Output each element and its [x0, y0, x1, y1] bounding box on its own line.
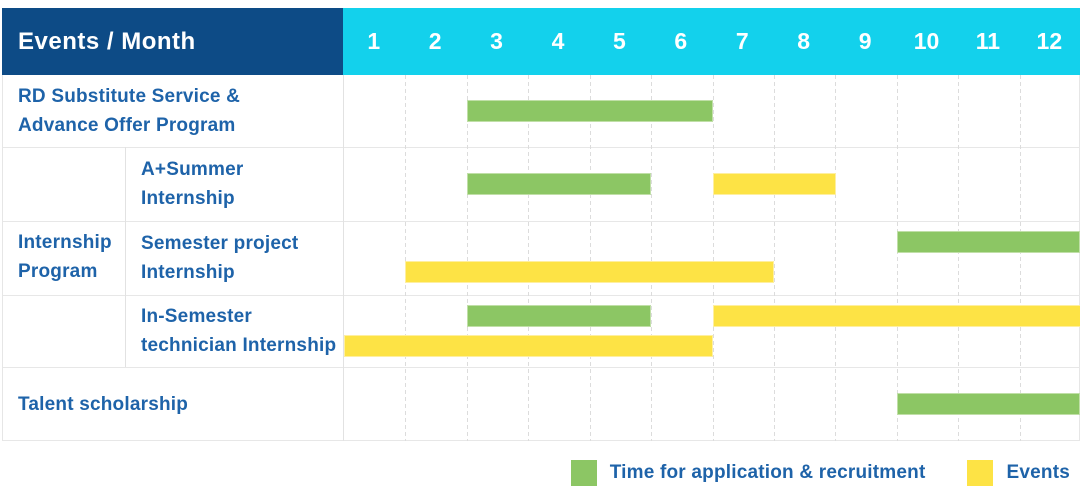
row-label-line: A+Summer	[141, 159, 244, 180]
row-label-line: RD Substitute Service &	[18, 86, 241, 107]
month-header-5: 5	[613, 28, 626, 54]
legend-item-event: Events	[967, 460, 1070, 486]
month-gridline	[897, 75, 898, 441]
row-separator	[3, 440, 1080, 441]
label-column-divider	[343, 75, 344, 441]
table-header-row: Events / Month 1 2 3 4 5 6 7 8 9 10 11 12	[2, 8, 1080, 75]
yellow-swatch-icon	[967, 460, 994, 486]
row-label-line: Semester project	[141, 233, 299, 254]
row-label-line: Internship	[141, 188, 235, 209]
month-header-10: 10	[913, 28, 940, 54]
gantt-bar-application	[897, 393, 1080, 415]
month-gridline	[405, 75, 406, 441]
month-gridline	[528, 75, 529, 441]
row-label-line: In-Semester	[141, 306, 252, 327]
gantt-bar-event	[713, 173, 836, 195]
row-label-talent-scholarship: Talent scholarship	[3, 367, 344, 441]
month-gridline	[651, 75, 652, 441]
month-header-strip: 1 2 3 4 5 6 7 8 9 10 11 12	[343, 8, 1080, 75]
gantt-grid-body: RD Substitute Service & Advance Offer Pro…	[2, 75, 1080, 441]
row-label-line: Internship	[18, 232, 112, 253]
month-header-7: 7	[735, 28, 749, 54]
gantt-bar-event	[713, 305, 1080, 327]
month-header-6: 6	[674, 28, 688, 54]
gantt-bar-application	[897, 231, 1080, 253]
month-gridline	[958, 75, 959, 441]
month-gridline	[713, 75, 714, 441]
row-label-line: Advance Offer Program	[18, 115, 236, 136]
legend: Time for application & recruitment Events	[570, 456, 1070, 490]
month-header-2: 2	[428, 28, 442, 54]
page-title: Events / Month	[18, 27, 196, 55]
month-gridline	[590, 75, 591, 441]
legend-label: Time for application & recruitment	[609, 462, 926, 483]
month-gridline	[774, 75, 775, 441]
gantt-bar-application	[467, 305, 651, 327]
row-label-line: Program	[18, 261, 98, 282]
gantt-bar-application	[467, 100, 713, 122]
legend-item-application: Time for application & recruitment	[570, 460, 926, 486]
row-separator	[3, 147, 1080, 148]
row-separator	[3, 295, 1080, 296]
month-header-4: 4	[551, 28, 565, 54]
row-label-rd-substitute: RD Substitute Service & Advance Offer Pro…	[3, 75, 344, 147]
gantt-bar-event	[405, 261, 774, 283]
group-label-internship-program: Internship Program	[3, 147, 125, 367]
row-separator	[3, 221, 1080, 222]
row-label-a-plus-summer: A+Summer Internship	[126, 147, 344, 221]
month-header-1: 1	[367, 28, 381, 54]
row-label-in-semester-technician: In-Semester technician Internship	[126, 295, 344, 367]
month-header-11: 11	[975, 28, 1001, 54]
group-column-divider	[125, 147, 126, 367]
events-table: Events / Month 1 2 3 4 5 6 7 8 9 10 11 12 RD Substi…	[2, 8, 1080, 441]
row-label-semester-project: Semester project Internship	[126, 221, 344, 295]
month-header-9: 9	[858, 28, 872, 54]
month-header-3: 3	[490, 28, 503, 54]
legend-label: Events	[1006, 462, 1070, 483]
month-header-8: 8	[797, 28, 811, 54]
gantt-bar-event	[344, 335, 713, 357]
row-separator	[3, 367, 1080, 368]
row-label-line: Internship	[141, 262, 235, 283]
green-swatch-icon	[570, 460, 597, 486]
gantt-bar-application	[467, 173, 651, 195]
row-label-line: technician Internship	[141, 335, 337, 356]
month-gridline	[467, 75, 468, 441]
month-gridline	[835, 75, 836, 441]
row-label-line: Talent scholarship	[18, 393, 189, 415]
month-gridline	[1020, 75, 1021, 441]
events-month-header-cell: Events / Month	[2, 8, 343, 75]
month-header-12: 12	[1036, 28, 1063, 54]
